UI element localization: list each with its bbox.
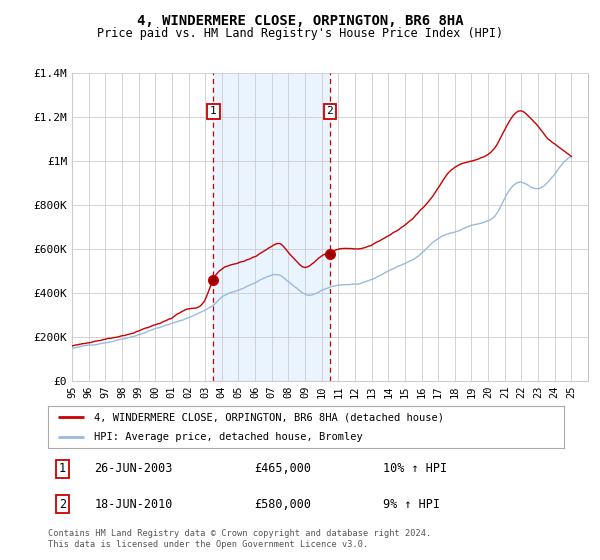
Text: 26-JUN-2003: 26-JUN-2003 [94,463,173,475]
Text: 10% ↑ HPI: 10% ↑ HPI [383,463,448,475]
Bar [214,73,330,381]
Text: 18-JUN-2010: 18-JUN-2010 [94,497,173,511]
Text: Price paid vs. HM Land Registry's House Price Index (HPI): Price paid vs. HM Land Registry's House … [97,27,503,40]
Text: £580,000: £580,000 [254,497,311,511]
Text: £465,000: £465,000 [254,463,311,475]
Text: 1: 1 [59,463,66,475]
Text: HPI: Average price, detached house, Bromley: HPI: Average price, detached house, Brom… [94,432,363,442]
Text: 9% ↑ HPI: 9% ↑ HPI [383,497,440,511]
Text: 2: 2 [59,497,66,511]
Text: Contains HM Land Registry data © Crown copyright and database right 2024.
This d: Contains HM Land Registry data © Crown c… [48,529,431,549]
Text: 2: 2 [326,106,334,116]
Text: 4, WINDERMERE CLOSE, ORPINGTON, BR6 8HA (detached house): 4, WINDERMERE CLOSE, ORPINGTON, BR6 8HA … [94,412,445,422]
Text: 4, WINDERMERE CLOSE, ORPINGTON, BR6 8HA: 4, WINDERMERE CLOSE, ORPINGTON, BR6 8HA [137,14,463,28]
Text: 1: 1 [210,106,217,116]
